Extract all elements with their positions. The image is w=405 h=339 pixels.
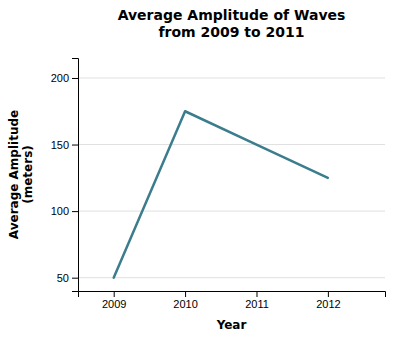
tick: 2011: [245, 291, 269, 310]
title: Average Amplitude of Wavesfrom 2009 to 2…: [118, 7, 346, 40]
grid: [78, 78, 385, 278]
y-axis-title: Average Amplitude(meters): [7, 110, 35, 239]
tick-mark: [185, 291, 186, 297]
tick-mark: [72, 211, 78, 212]
tick: 2009: [102, 291, 126, 310]
axis-line: [79, 292, 386, 298]
tick-mark: [72, 78, 78, 79]
tick-mark: [114, 291, 115, 297]
tick: 2010: [173, 291, 197, 310]
tick-mark: [72, 278, 78, 279]
tick-label: 2010: [173, 298, 197, 310]
tick-mark: [256, 291, 257, 297]
chart: 2009 2010 2011 2012 50 100 150 200 Average Ampli…: [0, 0, 405, 339]
axis-line: [72, 59, 79, 292]
tick: 100: [51, 205, 78, 217]
grid-line: [78, 77, 385, 78]
y-axis: 50 100 150 200: [51, 59, 79, 292]
x-axis-title: Year: [216, 318, 247, 332]
marks: [114, 111, 328, 277]
tick-label: 200: [51, 72, 69, 84]
tick-mark: [328, 291, 329, 297]
grid-line: [78, 211, 385, 212]
x-axis: 2009 2010 2011 2012: [79, 291, 386, 310]
line: [114, 111, 328, 277]
tick: 200: [51, 72, 78, 84]
tick: 150: [51, 139, 78, 151]
tick-label: 100: [51, 205, 69, 217]
tick: 50: [57, 272, 78, 284]
grid-line: [78, 144, 385, 145]
tick-label: 2009: [102, 298, 126, 310]
plot: 2009 2010 2011 2012 50 100 150 200: [51, 59, 386, 310]
tick-mark: [72, 145, 78, 146]
tick-label: 150: [51, 139, 69, 151]
tick-label: 50: [57, 272, 69, 284]
tick: 2012: [316, 291, 340, 310]
tick-label: 2012: [316, 298, 340, 310]
grid-line: [78, 277, 385, 278]
tick-label: 2011: [245, 298, 269, 310]
